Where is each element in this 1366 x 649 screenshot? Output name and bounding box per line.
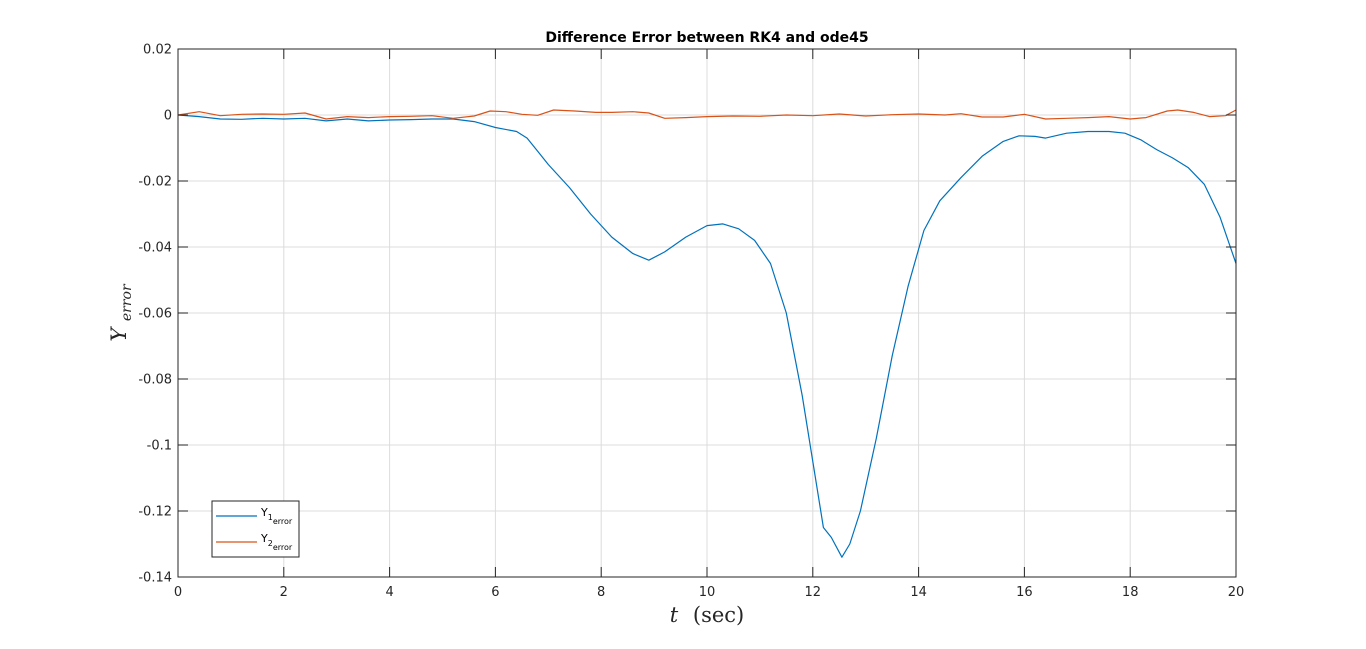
legend-y2-index: 2 — [268, 539, 273, 548]
legend-y1-sub: error — [273, 517, 293, 526]
legend-y2-sub: error — [273, 543, 293, 552]
y-tick-label: -0.04 — [138, 241, 172, 256]
legend-y1-index: 1 — [268, 513, 273, 522]
y-tick-label: -0.06 — [138, 307, 172, 322]
x-tick-label: 4 — [385, 585, 393, 600]
legend-entry-y2: Y2error — [260, 532, 293, 552]
y-tick-label: 0.02 — [143, 43, 172, 58]
x-tick-label: 2 — [280, 585, 288, 600]
legend-entry-y1: Y1error — [260, 506, 293, 526]
legend-y2-base: Y — [260, 532, 268, 545]
y-axis-label: Y error — [107, 283, 135, 342]
x-tick-label: 20 — [1228, 585, 1245, 600]
legend-y1-base: Y — [260, 506, 268, 519]
y-tick-label: 0 — [164, 109, 172, 124]
series-line-2 — [177, 109, 1237, 120]
legend[interactable]: Y1error Y2error — [211, 500, 300, 558]
x-tick-label: 12 — [805, 585, 822, 600]
x-tick-label: 8 — [597, 585, 605, 600]
x-tick-label: 0 — [174, 585, 182, 600]
x-tick-label: 18 — [1122, 585, 1139, 600]
series-layer — [177, 109, 1237, 558]
y-tick-label: -0.1 — [147, 439, 172, 454]
series-line-1 — [177, 114, 1237, 558]
x-tick-label: 14 — [910, 585, 927, 600]
x-axis-variable: t — [670, 603, 679, 627]
x-axis-label: t (sec) — [670, 603, 745, 627]
chart-title: Difference Error between RK4 and ode45 — [545, 30, 868, 46]
x-tick-label: 16 — [1016, 585, 1033, 600]
y-axis-subscript: error — [119, 283, 135, 321]
y-tick-label: -0.02 — [138, 175, 172, 190]
y-tick-label: -0.14 — [138, 571, 172, 586]
y-axis-variable: Y — [107, 326, 131, 342]
y-tick-label: -0.12 — [138, 505, 172, 520]
x-tick-label: 10 — [699, 585, 716, 600]
x-axis-unit: (sec) — [693, 603, 744, 627]
y-tick-label: -0.08 — [138, 373, 172, 388]
legend-box — [211, 500, 300, 558]
ticks: 0 2 4 6 8 10 12 14 16 18 200.020-0.02-0.04-0.06-0.… — [138, 43, 1244, 601]
x-tick-label: 6 — [491, 585, 499, 600]
